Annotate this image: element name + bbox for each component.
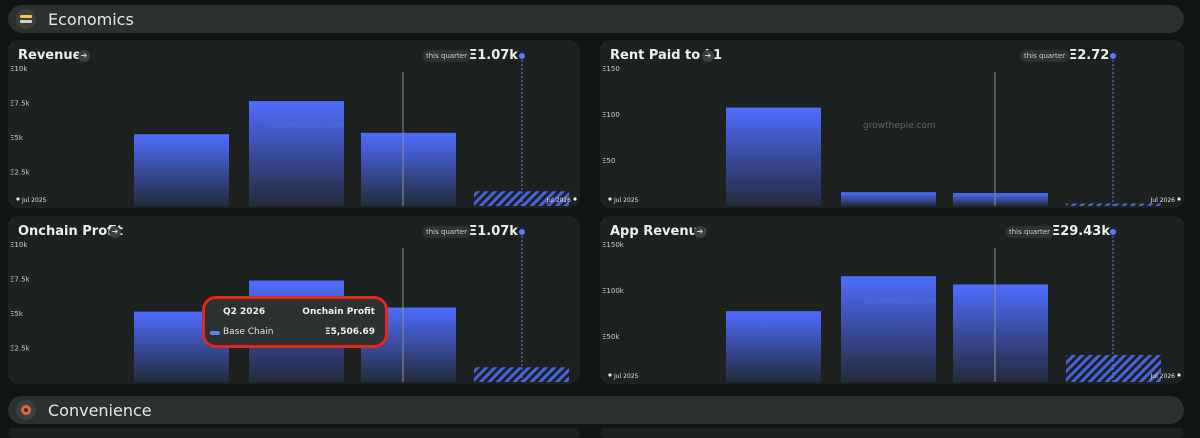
rent-ytick-2: Ξ150 — [602, 65, 620, 73]
apprev-current-dot — [1110, 229, 1116, 235]
apprev-bar-1[interactable] — [841, 276, 936, 382]
rent-xend-dot — [1177, 197, 1181, 201]
apprev-quarter-pill: this quarter — [1005, 226, 1054, 238]
apprev-bar-2[interactable] — [953, 284, 1048, 382]
apprev-xstart-dot — [608, 373, 612, 377]
revenue-quarter-pill: this quarter — [422, 50, 471, 62]
rent-bar-1[interactable] — [841, 192, 936, 206]
apprev-ytick-2: Ξ150k — [602, 241, 625, 249]
apprev-value: Ξ29.43k — [1052, 224, 1110, 239]
tooltip-series-swatch — [210, 331, 220, 335]
revenue-ytick-2: Ξ7.5k — [10, 100, 31, 108]
rent-ytick-1: Ξ100 — [602, 111, 620, 119]
profit-ytick-1: Ξ5k — [10, 310, 24, 318]
rent-xstart-dot — [608, 197, 612, 201]
profit-value: Ξ1.07k — [469, 224, 518, 239]
apprev-xend-label: Jul 2026 — [1150, 373, 1176, 380]
revenue-xend-label: Jul 2026 — [546, 197, 572, 204]
rent-value: Ξ2.72 — [1069, 48, 1110, 63]
revenue-bar-3[interactable] — [474, 191, 569, 206]
profit-current-dot — [519, 229, 525, 235]
rent-current-dot — [1110, 53, 1116, 59]
revenue-ytick-1: Ξ5k — [10, 134, 24, 142]
apprev-title[interactable]: App Revenue — [610, 224, 707, 239]
profit-tooltip: Q2 2026 Onchain Profit Base Chain Ξ5,506… — [202, 296, 388, 348]
revenue-ytick-3: Ξ10k — [10, 65, 28, 73]
apprev-bar-0[interactable] — [726, 311, 821, 382]
revenue-xstart-label: Jul 2025 — [21, 197, 47, 204]
profit-ytick-2: Ξ7.5k — [10, 276, 31, 284]
rent-xend-label: Jul 2026 — [1150, 197, 1176, 204]
profit-ytick-3: Ξ10k — [10, 241, 28, 249]
profit-quarter-pill: this quarter — [422, 226, 471, 238]
apprev-xend-dot — [1177, 373, 1181, 377]
profit-ytick-0: Ξ2.5k — [10, 345, 31, 353]
profit-title[interactable]: Onchain Profit — [18, 224, 123, 239]
profit-bar-3[interactable] — [474, 367, 569, 382]
convenience-section-header[interactable]: Convenience — [8, 396, 1184, 424]
revenue-xend-dot — [573, 197, 577, 201]
rent-watermark: growthepie.com — [863, 121, 936, 131]
economics-icon — [16, 9, 36, 29]
revenue-arrow-icon[interactable]: ➔ — [78, 50, 90, 62]
rent-bar-2[interactable] — [953, 193, 1048, 206]
revenue-bar-2[interactable] — [361, 132, 456, 206]
economics-title: Economics — [48, 9, 134, 29]
revenue-title[interactable]: Revenue — [18, 48, 82, 63]
rent-bar-0[interactable] — [726, 107, 821, 206]
economics-section-header[interactable]: Economics — [8, 5, 1184, 33]
rent-chart[interactable]: Ξ50 Ξ100 Ξ150 growthepie.com Jul 2025 Jul 202… — [600, 40, 1184, 208]
profit-arrow-icon[interactable]: ➔ — [109, 226, 121, 238]
rent-ytick-0: Ξ50 — [602, 157, 615, 165]
tooltip-series-name: Base Chain — [223, 327, 274, 337]
revenue-current-dot — [519, 53, 525, 59]
tooltip-metric: Onchain Profit — [302, 307, 375, 317]
rent-title[interactable]: Rent Paid to L1 — [610, 48, 723, 63]
apprev-ytick-0: Ξ50k — [602, 333, 620, 341]
tooltip-value: Ξ5,506.69 — [324, 327, 375, 337]
revenue-card: Revenue ➔ this quarter Ξ1.07k Ξ2.5k Ξ5k Ξ7… — [8, 40, 580, 208]
apprev-arrow-icon[interactable]: ➔ — [694, 226, 706, 238]
convenience-title: Convenience — [48, 400, 152, 420]
next-card-right — [600, 428, 1184, 438]
revenue-xstart-dot — [16, 197, 20, 201]
rent-card: Rent Paid to L1 ➔ this quarter Ξ2.72 Ξ50… — [600, 40, 1184, 208]
rent-quarter-pill: this quarter — [1020, 50, 1069, 62]
revenue-bar-1[interactable] — [249, 101, 344, 206]
revenue-value: Ξ1.07k — [469, 48, 518, 63]
tooltip-period: Q2 2026 — [223, 307, 266, 317]
rent-arrow-icon[interactable]: ➔ — [702, 50, 714, 62]
apprev-card: App Revenue ➔ this quarter Ξ29.43k Ξ50k Ξ… — [600, 216, 1184, 384]
apprev-ytick-1: Ξ100k — [602, 287, 625, 295]
apprev-xstart-label: Jul 2025 — [613, 373, 639, 380]
revenue-ytick-0: Ξ2.5k — [10, 169, 31, 177]
revenue-bar-0[interactable] — [134, 134, 229, 206]
convenience-icon — [16, 400, 36, 420]
next-card-left — [8, 428, 580, 438]
rent-xstart-label: Jul 2025 — [613, 197, 639, 204]
